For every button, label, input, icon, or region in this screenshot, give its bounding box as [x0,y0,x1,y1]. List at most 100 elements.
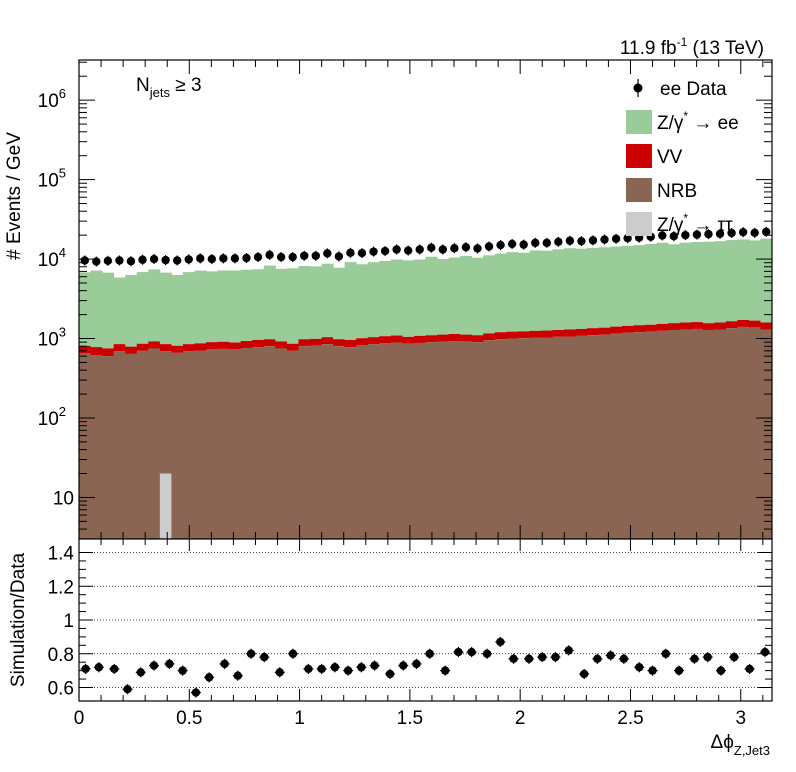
ratio-point-1 [94,663,104,672]
bar-vv-33 [460,334,473,342]
lumi-label-suffix: (13 TeV) [687,38,764,59]
bar-zee-41 [552,249,565,331]
data-point-46 [611,234,621,243]
bar-zee-24 [356,264,369,339]
bar-nrb-57 [737,326,750,539]
bar-vv-57 [737,320,750,327]
bar-vv-46 [610,326,623,334]
main-ytick-base: 10 [38,250,59,271]
bar-zee-32 [448,257,461,335]
bar-nrb-56 [725,328,738,539]
bar-vv-52 [679,322,692,330]
bar-vv-22 [333,339,346,347]
data-point-34 [473,244,482,253]
bar-zee-54 [702,241,715,324]
x-tick-label-3: 1.5 [397,708,423,729]
data-point-7 [161,255,170,265]
bar-zee-51 [668,244,681,324]
bar-nrb-24 [356,345,369,539]
bar-nrb-42 [564,336,577,539]
ratio-point-19 [343,666,353,675]
data-point-30 [427,243,436,252]
data-point-52 [681,230,690,240]
data-point-20 [311,251,320,260]
x-tick-label-1: 0.5 [176,708,202,729]
x-tick-label-2: 1 [294,708,305,729]
data-point-14 [242,253,251,263]
main-ytick-base: 10 [38,91,59,112]
bar-zee-47 [621,245,634,326]
data-point-32 [450,244,459,253]
bar-zee-22 [333,267,346,340]
bar-nrb-20 [310,345,323,539]
bar-vv-18 [286,343,299,351]
bar-vv-25 [367,337,380,345]
ratio-data-points [80,636,771,698]
bar-nrb-36 [494,339,507,539]
bar-zee-34 [471,257,484,336]
bar-vv-34 [471,335,484,343]
bar-zee-4 [125,275,138,347]
bar-nrb-30 [425,342,438,539]
bar-zee-3 [113,277,126,345]
data-point-31 [438,245,448,254]
data-point-18 [288,252,297,262]
bar-zee-6 [148,269,161,342]
data-point-43 [577,236,586,246]
main-ytick-label-0: 106 [38,86,66,112]
legend-label-vv: VV [657,147,683,168]
legend-box-zee [626,110,652,134]
bar-vv-1 [90,347,103,356]
data-point-33 [461,243,471,252]
legend-label-ztautau: Z/γ* → ττ [657,211,733,236]
bar-ztautau-7 [159,473,172,539]
selection-label: Njets ≥ 3 [136,75,202,100]
bar-zee-26 [379,260,392,337]
bar-vv-9 [182,344,195,352]
bar-zee-16 [263,265,276,340]
data-point-28 [403,246,413,255]
x-axis-title: ΔϕZ,Jet3 [711,732,770,758]
data-point-9 [184,255,193,264]
bar-vv-3 [113,344,126,352]
bar-nrb-44 [587,335,600,539]
bar-nrb-48 [633,332,646,539]
bar-nrb-9 [182,351,195,539]
ratio-point-9 [204,673,214,682]
ratio-point-24 [412,659,421,669]
bar-zee-25 [367,262,380,338]
bar-nrb-23 [344,347,357,539]
ratio-y-ticks: 1.4 1.2 1 0.8 0.6 [48,544,772,700]
bar-nrb-33 [460,341,473,539]
bar-zee-57 [737,239,750,321]
ratio-point-12 [246,649,256,658]
bar-nrb-38 [517,338,530,539]
bar-zee-2 [102,272,115,349]
bar-nrb-8 [171,352,184,539]
bar-nrb-12 [217,348,230,539]
bar-zee-10 [194,270,207,344]
bar-zee-36 [494,253,507,333]
main-ytick-exp: 4 [59,245,66,260]
main-ytick-label-4: 102 [38,404,66,430]
x-tick-label-5: 2.5 [617,708,643,729]
bar-nrb-46 [610,333,623,539]
x-tick-label-0: 0 [74,708,85,729]
data-point-23 [346,248,355,257]
ratio-point-0 [81,664,90,674]
ratio-point-38 [606,651,615,660]
bar-vv-54 [702,323,715,331]
legend-label-text: NRB [657,181,697,202]
bar-vv-59 [760,322,773,330]
main-ytick-exp: 5 [59,166,66,181]
data-point-35 [484,242,494,251]
bar-zee-23 [344,262,357,340]
legend-label-text: ee Data [660,79,727,100]
ratio-point-7 [178,666,187,675]
bar-nrb-5 [136,350,149,539]
bar-zee-7 [159,272,172,345]
data-point-56 [727,228,736,238]
bar-nrb-4 [125,353,138,539]
data-point-38 [519,240,528,249]
